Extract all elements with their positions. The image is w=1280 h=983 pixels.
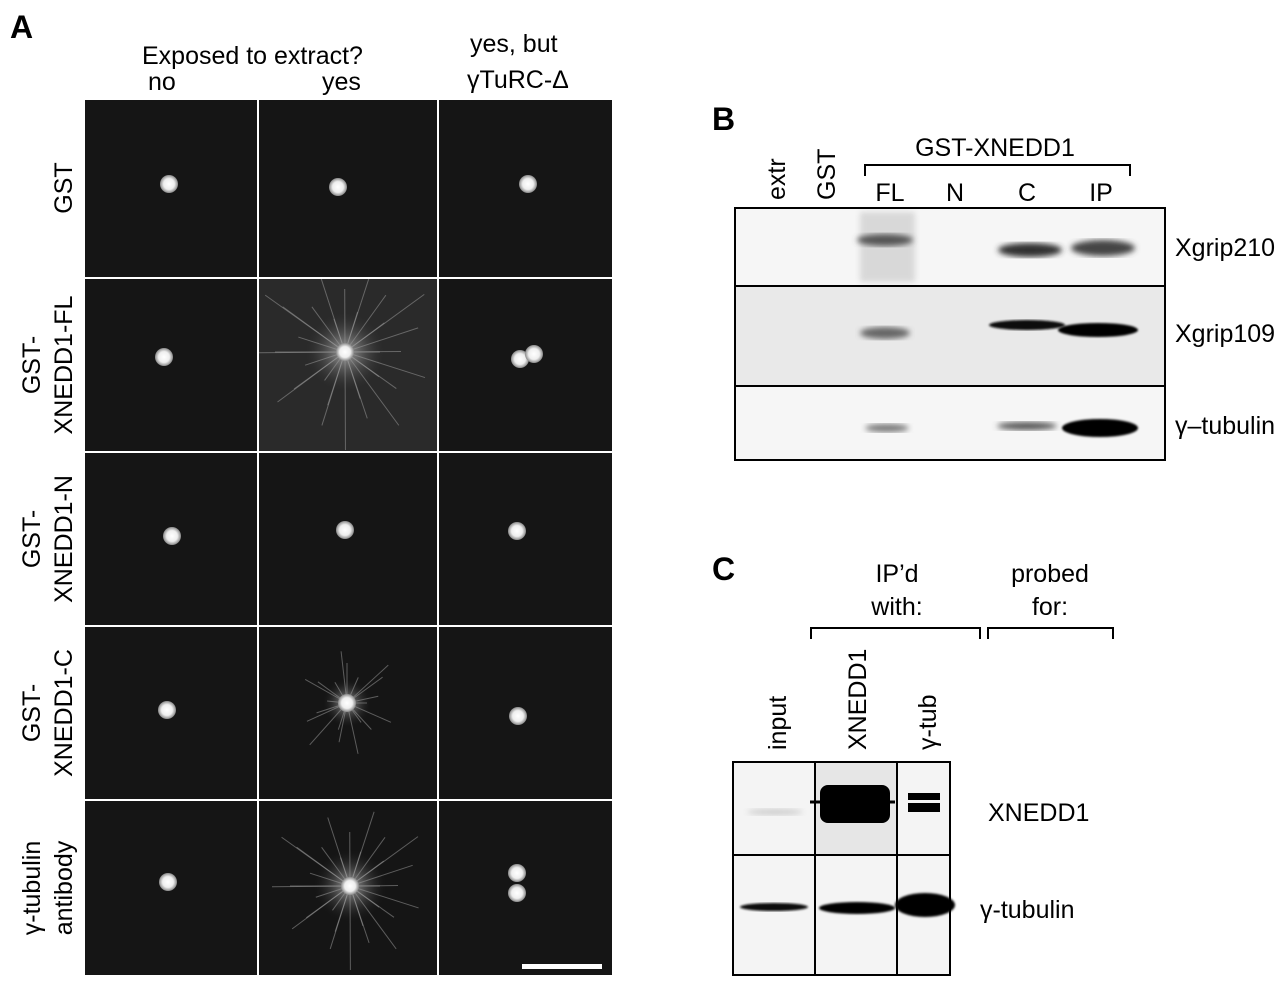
row-label-n-2: XNEDD1-N <box>50 475 78 603</box>
micrograph-cell <box>85 453 257 625</box>
micrograph-cell <box>85 627 257 799</box>
lane-c: C <box>1018 179 1036 207</box>
micrograph-cells <box>85 100 612 975</box>
blot-label-xgrip210: Xgrip210 <box>1175 234 1275 262</box>
column-yes: yes <box>322 68 361 96</box>
column-gturc-delta: γTuRC-Δ <box>467 66 569 94</box>
panel-c-label: C <box>712 551 735 587</box>
row-label-n-1: GST- <box>18 510 46 568</box>
ip-bracket <box>810 627 981 639</box>
row-label-ab-1: γ-tubulin <box>18 841 46 936</box>
bead <box>159 873 177 891</box>
lane-n: N <box>946 179 964 207</box>
micrograph-cell <box>439 279 612 451</box>
row-label-fl-1: GST- <box>18 336 46 394</box>
lane-xnedd1: XNEDD1 <box>844 649 872 750</box>
micrograph-cell <box>439 801 612 975</box>
column-no: no <box>148 68 176 96</box>
bead <box>336 521 354 539</box>
row-label-c-2: XNEDD1-C <box>50 649 78 777</box>
row-label-c-1: GST- <box>18 684 46 742</box>
lane-ip: IP <box>1089 179 1113 207</box>
ip-header-1: IP’d <box>875 560 918 588</box>
bead <box>155 348 173 366</box>
micrograph-cell <box>259 279 437 451</box>
ip-header-2: with: <box>870 593 922 621</box>
bead <box>160 175 178 193</box>
blot-label-xnedd1: XNEDD1 <box>988 799 1089 827</box>
bead <box>329 178 347 196</box>
probe-bracket <box>987 627 1114 639</box>
micrograph-cell <box>85 279 257 451</box>
micrograph-cell <box>259 801 437 975</box>
micrograph-cell <box>439 453 612 625</box>
blot-label-xgrip109: Xgrip109 <box>1175 320 1275 348</box>
scale-bar <box>522 964 602 969</box>
bead <box>508 522 526 540</box>
bead <box>341 877 359 895</box>
bead <box>511 350 529 368</box>
micrograph-cell <box>259 100 437 277</box>
group-gst-xnedd1: GST-XNEDD1 <box>915 134 1075 162</box>
bead <box>336 343 354 361</box>
lane-input: input <box>764 696 792 750</box>
micrograph-cell <box>439 100 612 277</box>
lane-fl: FL <box>875 179 904 207</box>
blot-label-gtubulin-c: γ-tubulin <box>980 896 1075 924</box>
probe-header-1: probed <box>1011 560 1089 588</box>
lane-gtub: γ-tub <box>914 694 942 750</box>
bead <box>508 864 526 882</box>
blot-b <box>734 207 1166 461</box>
bead <box>158 701 176 719</box>
header-exposed: Exposed to extract? <box>142 42 363 70</box>
blot-label-gtubulin: γ–tubulin <box>1175 412 1275 440</box>
lane-extr: extr <box>763 158 791 200</box>
blot-c <box>732 761 955 976</box>
probe-header-2: for: <box>1032 593 1068 621</box>
micrograph-cell <box>85 100 257 277</box>
bead <box>163 527 181 545</box>
bead <box>338 694 356 712</box>
group-bracket <box>864 164 1131 176</box>
bead <box>508 884 526 902</box>
bead <box>519 175 537 193</box>
row-label-fl-2: XNEDD1-FL <box>50 295 78 434</box>
bead <box>509 707 527 725</box>
row-labels: GST GST- XNEDD1-FL GST- XNEDD1-N GST- XN… <box>18 162 78 935</box>
row-label-gst: GST <box>50 162 78 213</box>
micrograph-cell <box>85 801 257 975</box>
row-label-ab-2: antibody <box>50 840 78 935</box>
lane-gst: GST <box>813 149 841 200</box>
micrograph-cell <box>259 453 437 625</box>
micrograph-cell <box>439 627 612 799</box>
bead <box>525 345 543 363</box>
micrograph-cell <box>259 627 437 799</box>
panel-b-label: B <box>712 101 735 137</box>
column-yes-but: yes, but <box>470 30 558 58</box>
panel-a-label: A <box>10 9 33 45</box>
